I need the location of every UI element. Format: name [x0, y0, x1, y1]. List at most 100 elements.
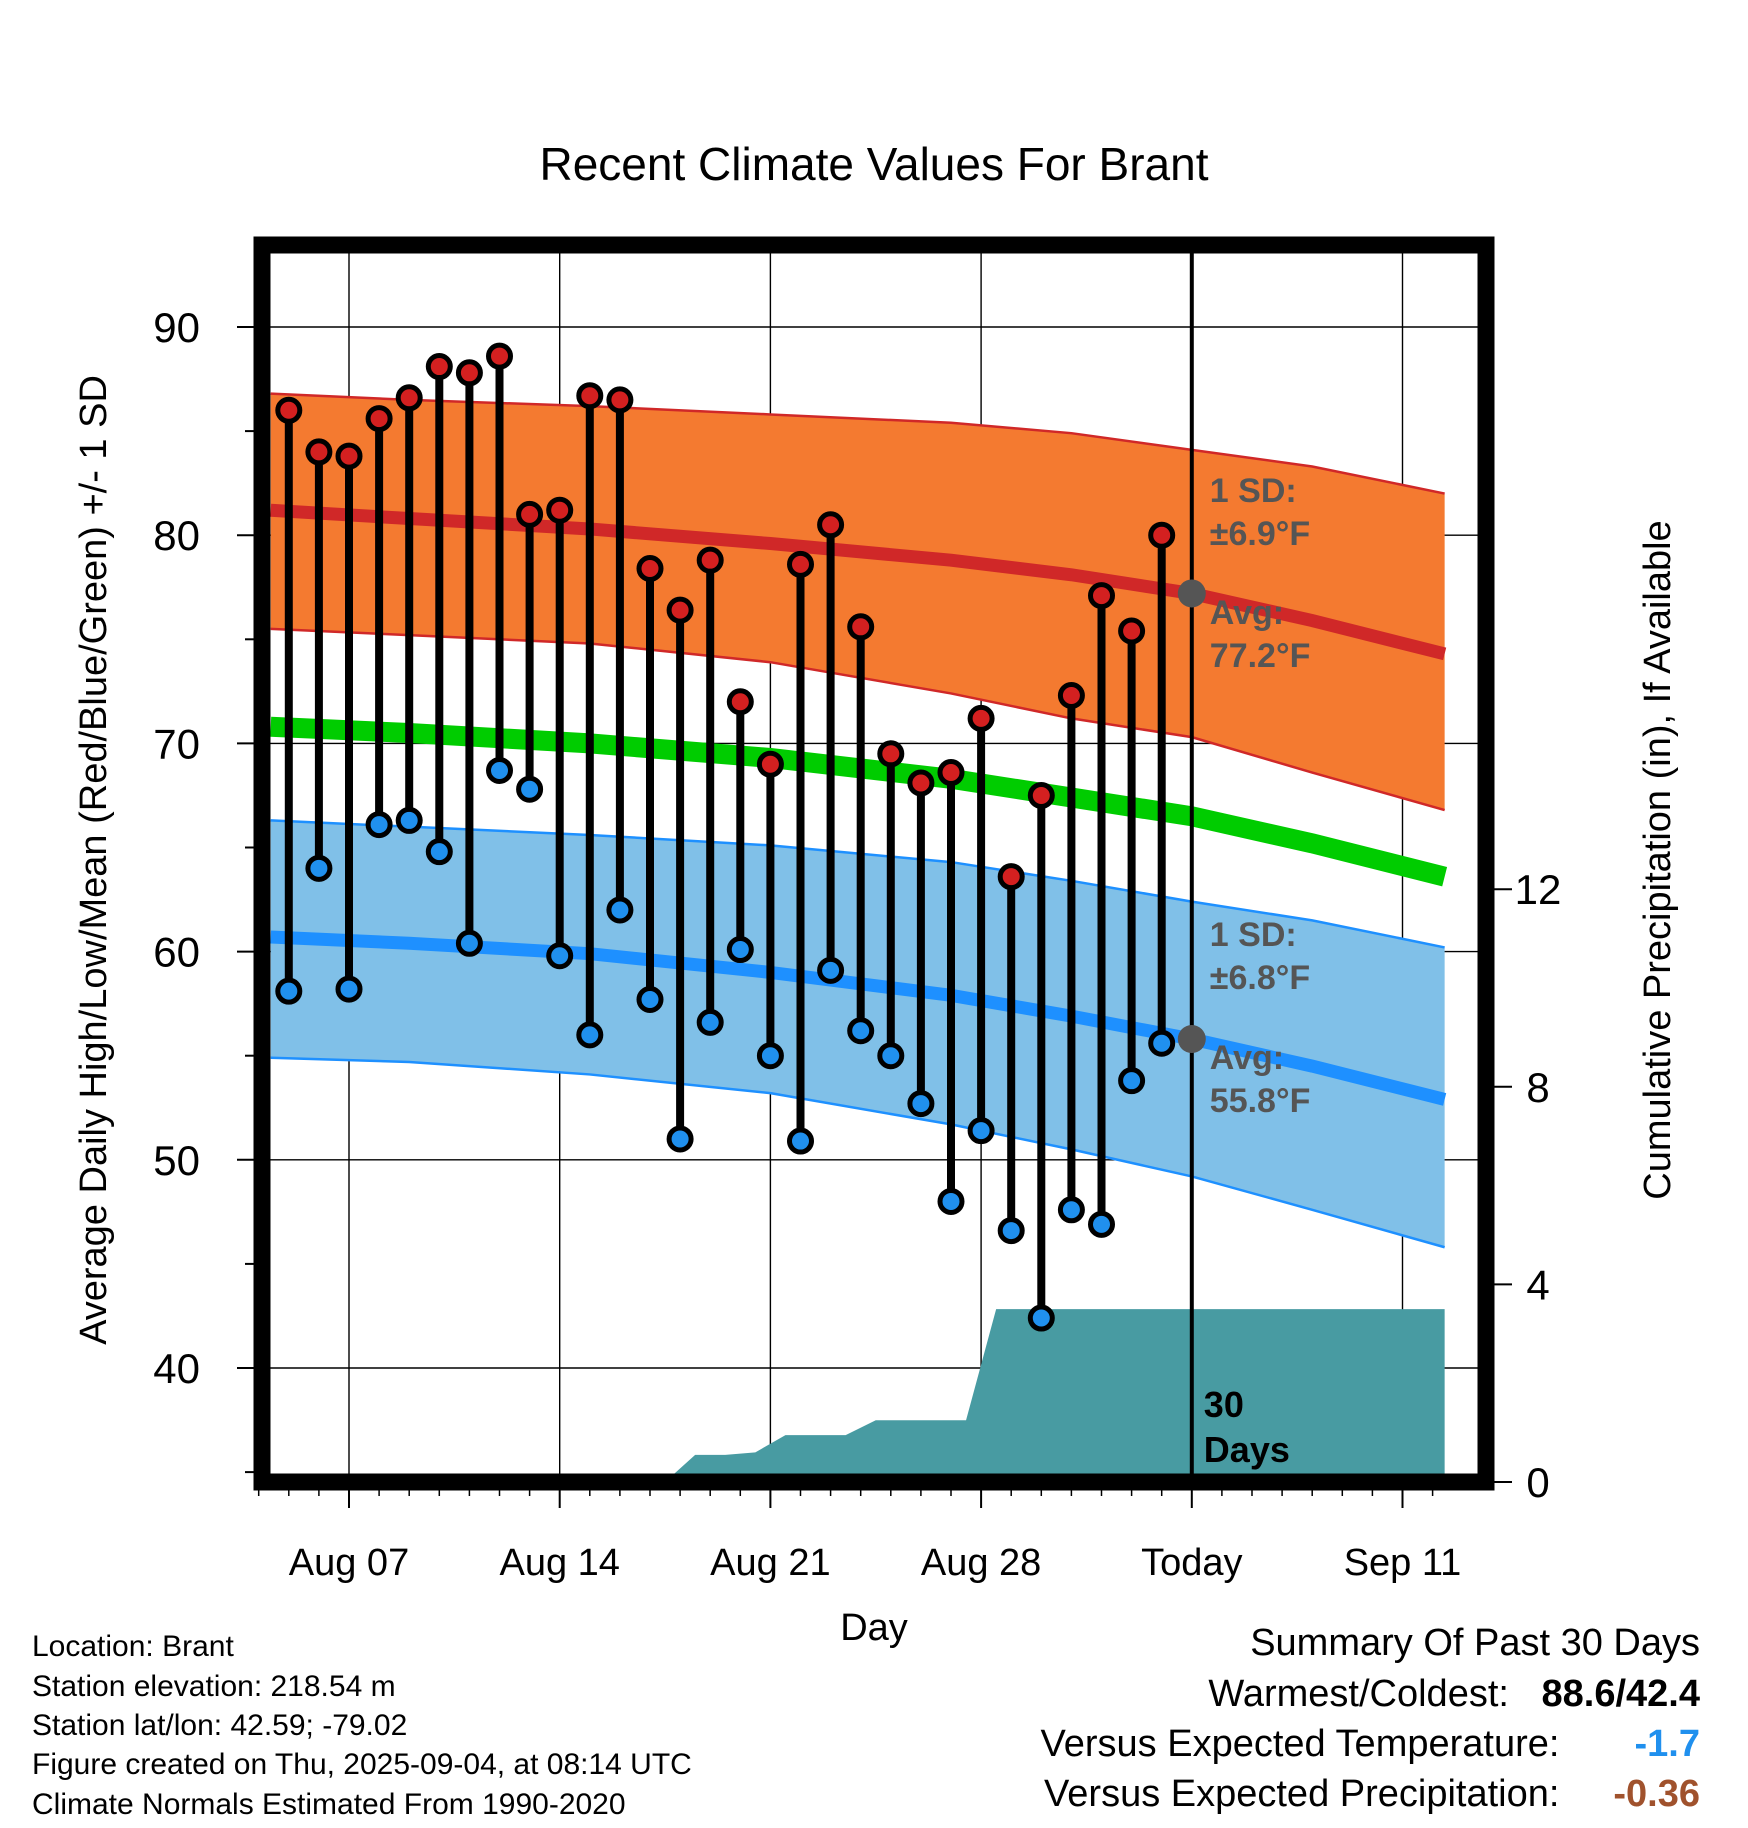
high-sd-label: 1 SD: — [1210, 472, 1297, 510]
meta-normals: Climate Normals Estimated From 1990-2020 — [32, 1788, 626, 1821]
summary-warmest-row: Warmest/Coldest: 88.6/42.4 — [1208, 1673, 1700, 1716]
y-tick-label: 80 — [153, 512, 200, 559]
summary-temp-label: Versus Expected Temperature: — [1040, 1723, 1560, 1765]
x-tick-label: Aug 28 — [921, 1542, 1041, 1584]
high-point — [666, 596, 694, 624]
high-point — [335, 442, 363, 470]
daily-range-stems — [284, 356, 1166, 1319]
x-tick-label: Aug 07 — [289, 1542, 409, 1584]
high-point — [486, 342, 513, 370]
low-point — [395, 806, 423, 834]
low-point — [606, 896, 634, 924]
y-tick-label: 90 — [153, 304, 200, 351]
low-point — [1027, 1304, 1055, 1332]
x-axis-label: Day — [840, 1607, 908, 1649]
low-point — [1057, 1196, 1085, 1224]
high-point — [787, 550, 814, 578]
high-point — [1057, 682, 1085, 710]
summary-warmest-label: Warmest/Coldest: — [1208, 1673, 1509, 1715]
high-avg-marker — [1177, 579, 1206, 608]
low-point — [937, 1187, 965, 1215]
low-point — [275, 977, 303, 1005]
low-point — [335, 975, 363, 1003]
low-point — [817, 956, 845, 984]
low-point — [305, 854, 333, 882]
daily-dots — [275, 342, 1176, 1332]
period-days-label: Days — [1204, 1429, 1290, 1470]
high-point — [1148, 521, 1176, 549]
y-tick-label: 50 — [153, 1137, 200, 1184]
high-point — [937, 759, 965, 787]
high-point — [967, 704, 995, 732]
high-point — [756, 750, 784, 778]
high-point — [817, 511, 845, 539]
high-point — [395, 384, 423, 412]
high-point — [696, 546, 724, 574]
summary-precip-value: -0.36 — [1613, 1773, 1700, 1815]
meta-location: Location: Brant — [32, 1630, 234, 1663]
low-point — [787, 1127, 814, 1155]
high-point — [1088, 582, 1115, 610]
period-days-number: 30 — [1204, 1384, 1244, 1425]
low-point — [486, 756, 513, 784]
low-point — [997, 1217, 1025, 1245]
high-point — [365, 405, 393, 433]
plot-border — [253, 236, 1495, 1491]
y-tick-label: 40 — [153, 1345, 200, 1392]
low-sd-label: 1 SD: — [1210, 916, 1297, 954]
x-tick-label: Sep 11 — [1344, 1542, 1462, 1584]
low-point — [726, 936, 754, 964]
low-point — [1118, 1067, 1146, 1095]
high-avg-value: 77.2°F — [1210, 637, 1311, 675]
low-point — [636, 985, 664, 1013]
chart-title: Recent Climate Values For Brant — [540, 138, 1209, 190]
low-point — [365, 811, 393, 839]
low-point — [847, 1017, 875, 1045]
high-point — [576, 382, 604, 410]
low-point — [967, 1117, 995, 1145]
x-tick-label: Aug 21 — [710, 1542, 830, 1584]
high-point — [606, 386, 634, 414]
low-point — [576, 1021, 604, 1049]
high-point — [907, 769, 935, 797]
precipitation-area — [270, 1309, 1445, 1482]
meta-elevation: Station elevation: 218.54 m — [32, 1670, 396, 1703]
low-point — [1088, 1210, 1115, 1238]
meta-created: Figure created on Thu, 2025-09-04, at 08… — [32, 1748, 692, 1781]
high-point — [1027, 781, 1055, 809]
low-point — [546, 942, 574, 970]
y-right-tick-label: 4 — [1526, 1261, 1549, 1308]
high-point — [546, 496, 574, 524]
high-point — [455, 359, 483, 387]
low-avg-marker — [1177, 1025, 1206, 1054]
summary-precip-row: Versus Expected Precipitation: -0.36 — [1044, 1773, 1700, 1816]
high-avg-label: Avg: — [1210, 594, 1284, 632]
high-point — [305, 438, 333, 466]
summary-precip-label: Versus Expected Precipitation: — [1044, 1773, 1560, 1815]
summary-title: Summary Of Past 30 Days — [1250, 1622, 1700, 1664]
high-point — [516, 500, 544, 528]
y-tick-label: 70 — [153, 720, 200, 767]
low-point — [907, 1090, 935, 1118]
high-point — [636, 555, 664, 583]
low-point — [756, 1042, 784, 1070]
low-avg-value: 55.8°F — [1210, 1082, 1311, 1120]
y-tick-label: 60 — [153, 929, 200, 976]
low-point — [516, 775, 544, 803]
plot-frame — [253, 236, 1495, 1491]
summary-temp-row: Versus Expected Temperature: -1.7 — [1041, 1723, 1700, 1766]
low-sd-value: ±6.8°F — [1210, 959, 1310, 997]
high-point — [1118, 617, 1146, 645]
high-point — [425, 353, 453, 381]
low-point — [666, 1125, 694, 1153]
y-axis-label: Average Daily High/Low/Mean (Red/Blue/Gr… — [73, 375, 115, 1345]
y-right-tick-label: 8 — [1526, 1064, 1549, 1111]
low-point — [425, 838, 453, 866]
axis-ticks — [237, 326, 1512, 1508]
low-point — [1148, 1029, 1176, 1057]
summary-warmest-value: 88.6/42.4 — [1541, 1673, 1700, 1715]
high-point — [726, 688, 754, 716]
y-axis-right-label: Cumulative Precipitation (in), If Availa… — [1637, 520, 1679, 1199]
high-point — [847, 613, 875, 641]
